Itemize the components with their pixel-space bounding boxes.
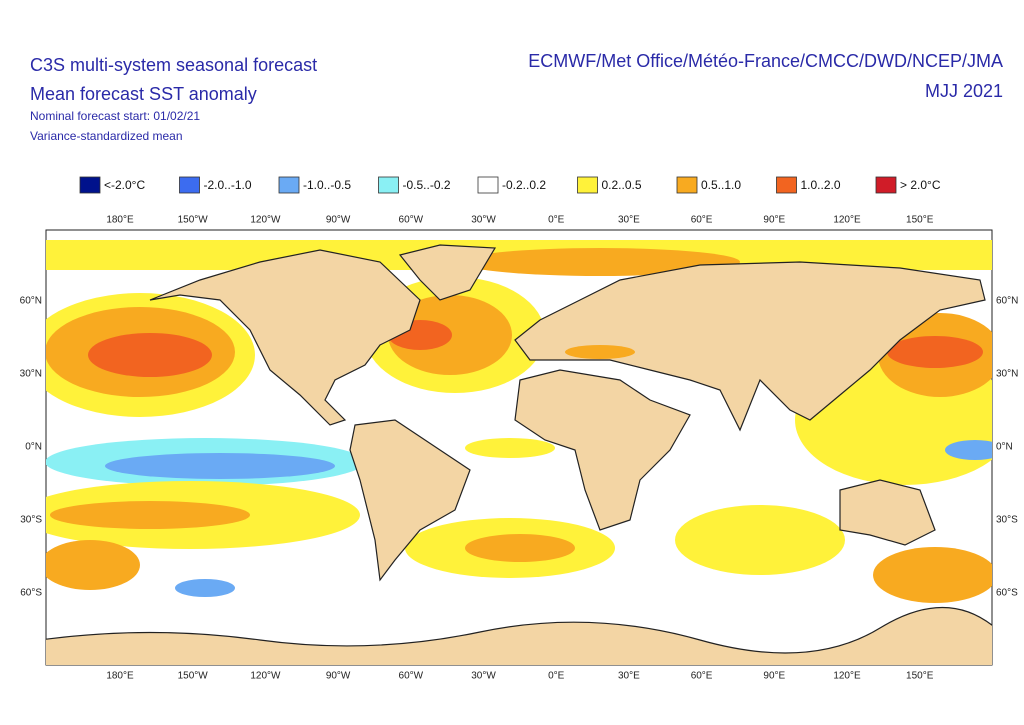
legend-label: -2.0..-1.0 [204, 178, 252, 192]
title: C3S multi-system seasonal forecast [30, 55, 317, 75]
legend-label: 0.5..1.0 [701, 178, 741, 192]
longitude-label: 0°E [548, 215, 565, 226]
longitude-label: 120°W [250, 671, 281, 682]
axes: 180°E 180°E 150°W 150°W 120°W 120°W 90°W 90°W 60… [20, 215, 1019, 682]
longitude-label: 90°W [326, 671, 351, 682]
latitude-label: 30°N [20, 369, 42, 380]
legend-swatch [179, 176, 200, 194]
longitude-label: 120°W [250, 215, 281, 226]
longitude-label: 60°W [399, 215, 424, 226]
longitude-label: 60°E [691, 671, 713, 682]
longitude-label: 60°W [399, 671, 424, 682]
latitude-label: 60°S [996, 588, 1018, 599]
subtitle: Mean forecast SST anomaly [30, 84, 257, 104]
longitude-label: 150°W [178, 215, 209, 226]
longitude-label: 60°E [691, 215, 713, 226]
longitude-label: 0°E [548, 671, 565, 682]
map: 180°E 180°E 150°W 150°W 120°W 120°W 90°W 90°W 60… [20, 215, 1019, 682]
longitude-label: 90°W [326, 215, 351, 226]
period: MJJ 2021 [925, 81, 1003, 101]
longitude-label: 30°E [618, 671, 640, 682]
legend-label: <-2.0°C [104, 178, 145, 192]
legend-label: 0.2..0.5 [602, 178, 642, 192]
legend-swatch [477, 176, 499, 194]
latitude-label: 60°S [20, 588, 42, 599]
centres: ECMWF/Met Office/Météo-France/CMCC/DWD/N… [528, 51, 1003, 71]
legend-label: -0.5..-0.2 [403, 178, 451, 192]
longitude-label: 30°W [471, 215, 496, 226]
latitude-label: 60°N [996, 296, 1018, 307]
legend-swatch [378, 176, 399, 194]
legend-swatch [776, 176, 797, 194]
longitude-label: 150°W [178, 671, 209, 682]
longitude-label: 90°E [763, 671, 785, 682]
legend-swatch [676, 176, 698, 194]
longitude-label: 180°E [106, 215, 134, 226]
longitude-label: 120°E [833, 215, 861, 226]
latitude-label: 60°N [20, 296, 42, 307]
legend-label: > 2.0°C [900, 178, 941, 192]
note: Nominal forecast start: 01/02/21 [30, 109, 200, 123]
legend-label: -1.0..-0.5 [303, 178, 351, 192]
legend-swatch [278, 176, 300, 194]
land [46, 244, 992, 665]
longitude-label: 150°E [906, 671, 934, 682]
latitude-label: 30°S [20, 515, 42, 526]
mediterranean-anomaly [565, 345, 635, 359]
legend-label: 1.0..2.0 [801, 178, 841, 192]
latitude-label: 0°N [25, 442, 42, 453]
legend: <-2.0°C -2.0..-1.0 -1.0..-0.5 -0.5..-0.2 -0.… [79, 176, 941, 194]
legend-swatch [875, 176, 897, 194]
longitude-label: 150°E [906, 215, 934, 226]
longitude-label: 120°E [833, 671, 861, 682]
longitude-label: 180°E [106, 671, 134, 682]
legend-swatch [577, 176, 598, 194]
legend-label: -0.2..0.2 [502, 178, 546, 192]
latitude-label: 30°N [996, 369, 1018, 380]
longitude-label: 90°E [763, 215, 785, 226]
latitude-label: 30°S [996, 515, 1018, 526]
longitude-label: 30°E [618, 215, 640, 226]
longitude-label: 30°W [471, 671, 496, 682]
note: Variance-standardized mean [30, 129, 183, 143]
legend-swatch [79, 176, 101, 194]
latitude-label: 0°N [996, 442, 1013, 453]
